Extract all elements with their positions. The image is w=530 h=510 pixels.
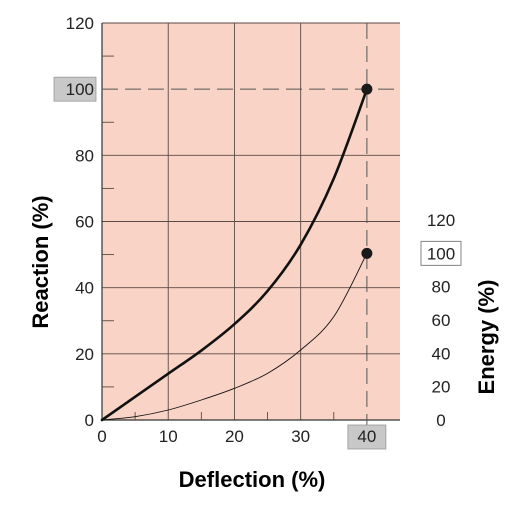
y2-tick-label: 120	[427, 211, 455, 230]
x-tick-label: 20	[225, 427, 244, 446]
series-lines	[100, 87, 369, 422]
y-tick-label: 20	[75, 345, 94, 364]
y2-tick-label: 80	[432, 278, 451, 297]
minor-ticks	[102, 55, 335, 420]
y2-tick-labels: 0 20 40 60 80 100 120	[420, 211, 462, 430]
x-tick-label: 10	[159, 427, 178, 446]
energy-curve	[101, 252, 368, 421]
guide-lines	[102, 23, 400, 426]
y2-tick-label: 100	[427, 244, 455, 263]
y-tick-label: 120	[66, 14, 94, 33]
x-axis-title: Deflection (%)	[179, 467, 326, 492]
y2-tick-highlight-box	[420, 240, 462, 266]
y-tick-label: 40	[75, 279, 94, 298]
y-tick-label: 100	[66, 80, 94, 99]
y-tick-label: 0	[85, 411, 94, 430]
y-tick-highlight-box	[53, 76, 97, 102]
reaction-curve	[100, 87, 369, 422]
y-tick-labels: 0 20 40 60 80 100 120	[53, 14, 97, 430]
y2-tick-label: 60	[432, 311, 451, 330]
x-tick-highlight-box	[347, 424, 387, 450]
y2-tick-label: 40	[432, 344, 451, 363]
markers	[361, 83, 373, 259]
x-tick-label: 0	[97, 427, 106, 446]
x-tick-label: 30	[291, 427, 310, 446]
y2-axis-title: Energy (%)	[474, 280, 499, 395]
y-tick-label: 80	[75, 146, 94, 165]
y-tick-label: 60	[75, 213, 94, 232]
y2-tick-label: 20	[432, 378, 451, 397]
energy-marker	[361, 247, 373, 259]
y2-tick-label: 0	[436, 411, 445, 430]
x-tick-label: 40	[357, 427, 376, 446]
reaction-marker	[361, 83, 373, 95]
x-tick-labels: 0 10 20 30 40	[97, 424, 387, 450]
y-axis-title: Reaction (%)	[28, 195, 53, 328]
